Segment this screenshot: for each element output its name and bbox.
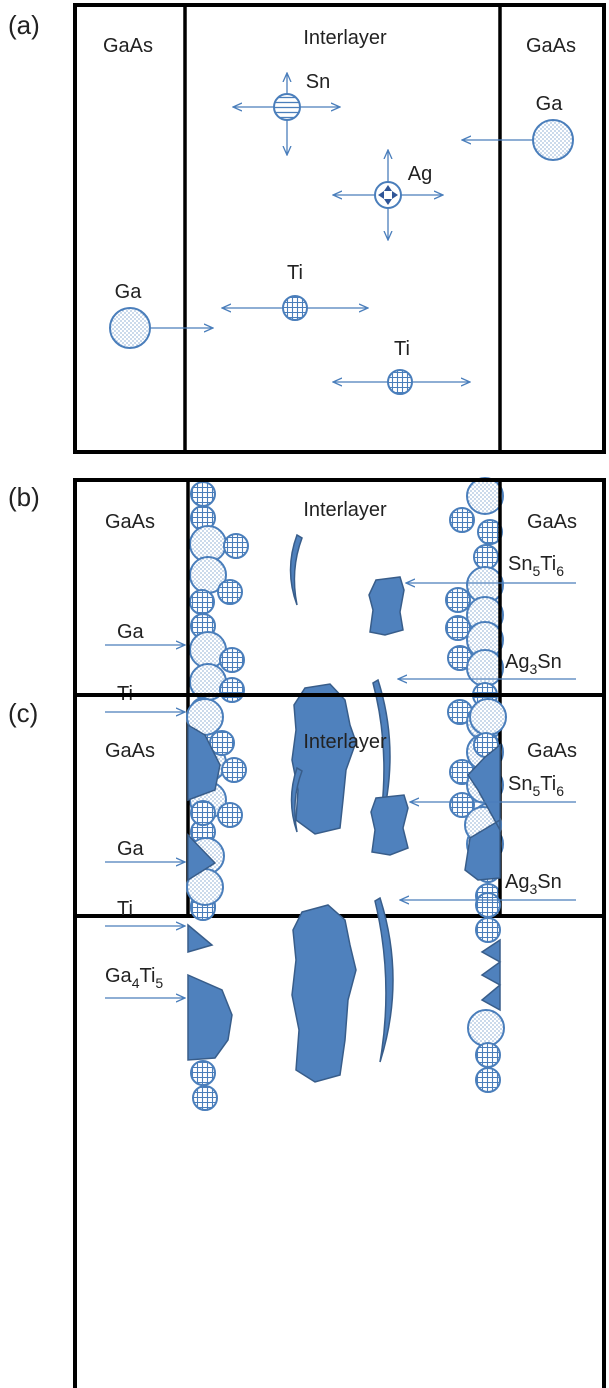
interface-atom — [218, 580, 242, 604]
interface-atom — [467, 650, 503, 686]
interface-label: Ga — [117, 838, 145, 860]
atom-label: Ga — [536, 93, 564, 115]
interface-atom — [474, 545, 498, 569]
compound-label: Ga4Ti5 — [105, 965, 163, 991]
interface-atom — [193, 1086, 217, 1110]
interface-atom — [446, 588, 470, 612]
precipitate — [292, 684, 356, 834]
interface-atom — [190, 590, 214, 614]
interface-atom — [191, 1061, 215, 1085]
precipitate — [371, 795, 408, 855]
region-label: GaAs — [105, 740, 155, 762]
atom — [388, 370, 412, 394]
interface-label: Ga — [117, 621, 145, 643]
precipitate — [292, 905, 356, 1082]
atom — [533, 120, 573, 160]
atom-label: Ga — [115, 281, 143, 303]
panel-label: (b) — [8, 482, 40, 512]
atom — [283, 296, 307, 320]
interface-atom — [476, 1043, 500, 1067]
interface-atom — [476, 918, 500, 942]
region-label: GaAs — [103, 35, 153, 57]
interface-atom — [218, 803, 242, 827]
atom-label: Ti — [394, 338, 410, 360]
panel-box — [75, 5, 604, 452]
panel-label: (c) — [8, 698, 38, 728]
region-label: GaAs — [527, 511, 577, 533]
atom-label: Ti — [287, 262, 303, 284]
phase-label: Ag3Sn — [505, 651, 562, 677]
panel-a: (a) GaAs Interlayer GaAs Sn Ga Ag Ga — [8, 5, 604, 452]
phase-label: Ag3Sn — [505, 871, 562, 897]
atom — [110, 308, 150, 348]
crescent — [375, 898, 393, 1062]
interface-atom — [476, 893, 500, 917]
diagram: (a) GaAs Interlayer GaAs Sn Ga Ag Ga — [0, 0, 609, 1388]
region-label: GaAs — [527, 740, 577, 762]
interface-atom — [191, 482, 215, 506]
atom-label: Sn — [306, 71, 330, 93]
precipitate — [369, 577, 404, 635]
interface-atom — [220, 678, 244, 702]
interface-atom — [191, 801, 215, 825]
region-label: Interlayer — [303, 27, 387, 49]
interface-atom — [220, 648, 244, 672]
panel-b: (b) GaAs Interlayer GaAs Sn5Ti6 Ag3Sn Ga… — [8, 478, 604, 918]
interface-atom — [476, 1068, 500, 1092]
region-label: Interlayer — [303, 499, 387, 521]
crescent — [291, 535, 303, 605]
interface-atom — [222, 758, 246, 782]
interface-atom — [468, 1010, 504, 1046]
phase-label: Sn5Ti6 — [508, 773, 564, 799]
phase-label: Sn5Ti6 — [508, 553, 564, 579]
interface-atom — [470, 699, 506, 735]
region-label: GaAs — [105, 511, 155, 533]
atom — [274, 94, 300, 120]
interface-atom — [450, 508, 474, 532]
interface-atom — [224, 534, 248, 558]
region-label: GaAs — [526, 35, 576, 57]
region-label: Interlayer — [303, 731, 387, 753]
interface-label: Ti — [117, 898, 133, 920]
panel-label: (a) — [8, 10, 40, 40]
atom-label: Ag — [408, 163, 432, 185]
interface-atom — [467, 478, 503, 514]
